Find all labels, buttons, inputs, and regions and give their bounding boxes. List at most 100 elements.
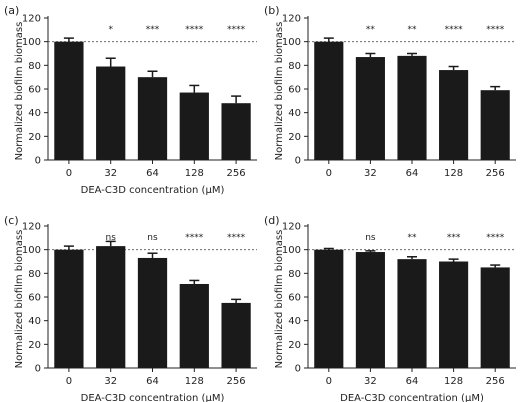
x-tick-label: 0 [326,376,332,387]
y-tick-label: 0 [35,364,41,375]
x-tick-label: 32 [104,168,117,179]
y-tick-label: 120 [282,14,301,25]
y-tick-label: 60 [288,293,301,304]
y-tick-label: 100 [282,245,301,256]
y-tick-label: 40 [288,316,301,327]
y-tick-label: 20 [28,340,41,351]
x-tick-label: 0 [66,168,72,179]
bar [96,66,126,160]
significance-label: **** [486,25,505,35]
y-axis-label: Normalized biofilm biomass [274,22,285,161]
panel-label: (c) [4,214,19,227]
bar [314,41,344,160]
bar [355,252,385,368]
y-axis-label: Normalized biofilm biomass [274,230,285,369]
x-tick-label: 64 [406,168,419,179]
y-tick-label: 20 [288,340,301,351]
x-tick-label: 32 [364,376,377,387]
bar [355,57,385,160]
significance-label: **** [185,233,204,243]
bar [480,267,510,368]
significance-label: ** [408,233,418,243]
x-axis-label: DEA-C3D concentration (μM) [340,393,484,402]
bar [221,302,251,368]
y-tick-label: 20 [288,132,301,143]
significance-label: ** [366,25,376,35]
bar [439,261,469,368]
panel-label: (d) [264,214,280,227]
y-tick-label: 120 [282,222,301,233]
x-tick-label: 128 [444,168,463,179]
x-tick-label: 128 [444,376,463,387]
significance-label: * [108,25,113,35]
bar [137,77,168,160]
x-tick-label: 256 [486,376,505,387]
bar [137,257,168,368]
significance-label: *** [447,233,461,243]
y-tick-label: 0 [295,156,301,167]
x-tick-label: 0 [66,376,72,387]
y-tick-label: 20 [28,132,41,143]
x-tick-label: 128 [185,168,204,179]
y-tick-label: 100 [22,245,41,256]
y-tick-label: 40 [28,108,41,119]
significance-label: **** [445,25,464,35]
x-axis-label: DEA-C3D concentration (μM) [81,185,225,196]
bar [96,246,126,368]
y-tick-label: 40 [288,108,301,119]
bar [221,103,251,160]
y-tick-label: 60 [28,293,41,304]
x-axis-label: DEA-C3D concentration (μM) [81,393,225,402]
bar [314,249,344,368]
x-tick-label: 32 [364,168,377,179]
significance-label: ns [105,233,116,243]
significance-label: ** [408,25,418,35]
y-tick-label: 60 [28,85,41,96]
y-tick-label: 0 [295,364,301,375]
bar [397,259,427,368]
bar [179,92,209,160]
x-tick-label: 64 [146,168,159,179]
y-tick-label: 40 [28,316,41,327]
significance-label: ns [147,233,158,243]
x-tick-label: 128 [185,376,204,387]
bar [54,41,84,160]
y-tick-label: 0 [35,156,41,167]
y-tick-label: 100 [22,37,41,48]
significance-label: *** [146,25,160,35]
x-tick-label: 256 [227,376,246,387]
significance-label: ns [365,233,376,243]
bar [439,70,469,160]
y-axis-label: Normalized biofilm biomass [14,230,25,369]
y-tick-label: 80 [28,269,41,280]
x-tick-label: 32 [104,376,117,387]
x-tick-label: 256 [486,168,505,179]
x-tick-label: 64 [146,376,159,387]
y-tick-label: 120 [22,222,41,233]
bar [54,249,84,368]
significance-label: **** [486,233,505,243]
bar [397,55,427,160]
x-tick-label: 0 [326,168,332,179]
y-tick-label: 80 [28,61,41,72]
panel-label: (b) [264,4,280,17]
x-tick-label: 256 [227,168,246,179]
bar [480,90,510,160]
x-tick-label: 64 [406,376,419,387]
panel-label: (a) [4,4,19,17]
bar [179,283,209,368]
y-tick-label: 100 [282,37,301,48]
significance-label: **** [227,25,246,35]
significance-label: **** [227,233,246,243]
y-tick-label: 60 [288,85,301,96]
y-tick-label: 80 [288,61,301,72]
y-axis-label: Normalized biofilm biomass [14,22,25,161]
significance-label: **** [185,25,204,35]
y-tick-label: 80 [288,269,301,280]
y-tick-label: 120 [22,14,41,25]
